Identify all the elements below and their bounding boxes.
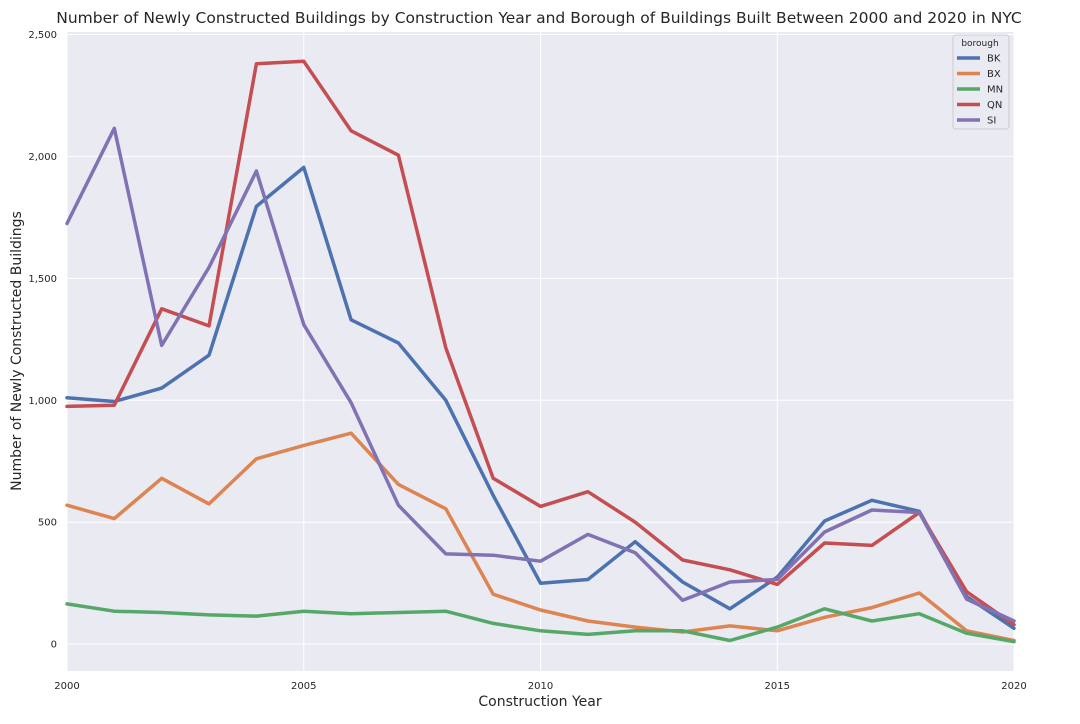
y-tick-label: 1,500 [28,274,57,285]
y-tick-label: 2,000 [28,152,57,163]
x-tick-label: 2020 [1001,681,1026,692]
y-tick-label: 2,500 [28,30,57,41]
legend-label-mn: MN [987,85,1003,96]
legend-label-si: SI [987,116,996,127]
legend-label-bk: BK [987,54,1001,65]
legend: borough BK BX MN QN SI [952,34,1010,130]
axis-ticks: 2000 2005 2010 2015 2020 0 500 1,000 1,500 2,000 2… [28,30,1026,692]
gridlines [66,32,1015,671]
x-tick-label: 2010 [528,681,553,692]
x-tick-label: 2015 [765,681,790,692]
x-tick-label: 2000 [54,681,79,692]
series-line-mn [65,602,1016,644]
x-axis-label: Construction Year [478,694,601,710]
series-line-si [65,126,1016,623]
series-line-bx [65,431,1016,643]
y-tick-label: 1,000 [28,396,57,407]
y-tick-label: 0 [51,640,57,651]
legend-title: borough [961,39,998,49]
legend-label-bx: BX [987,69,1001,80]
legend-label-qn: QN [987,100,1002,111]
series-line-bk [65,165,1016,631]
legend-box [952,34,1010,130]
chart-title: Number of Newly Constructed Buildings by… [56,9,1021,27]
x-tick-label: 2005 [291,681,316,692]
y-axis-label: Number of Newly Constructed Buildings [9,211,25,491]
y-tick-label: 500 [38,518,57,529]
series-lines [65,59,1016,644]
